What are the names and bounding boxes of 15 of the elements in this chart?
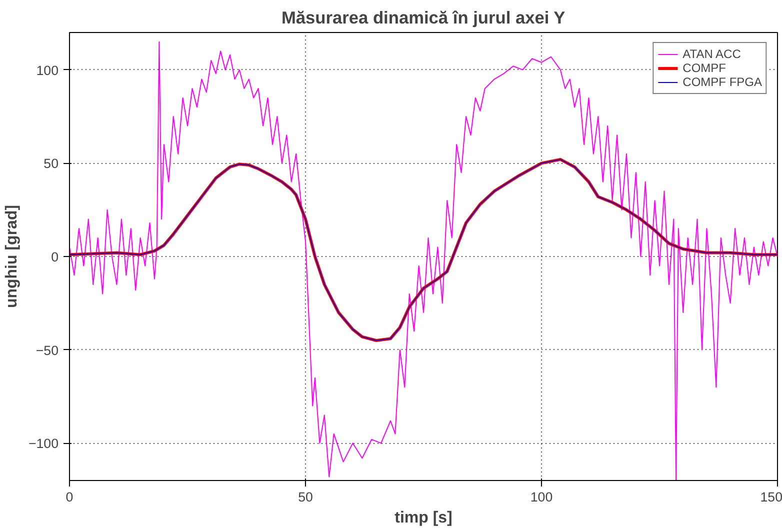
x-tick-label: 0 [66, 490, 74, 504]
y-axis-title: unghiu [grad] [3, 204, 20, 308]
legend-label: ATAN ACC [682, 47, 741, 61]
y-tick-label: −50 [36, 342, 58, 358]
x-tick-label: 150 [760, 490, 782, 504]
y-tick-label: 100 [36, 62, 59, 78]
legend-label: COMPF FPGA [682, 75, 762, 89]
y-tick-label: 50 [44, 156, 59, 172]
y-tick-label: 0 [51, 250, 59, 264]
legend-label: COMPF [682, 61, 726, 75]
y-tick-label: −100 [28, 436, 59, 452]
x-tick-label: 50 [298, 490, 313, 504]
chart-title: Măsurarea dinamică în jurul axei Y [281, 8, 566, 28]
x-axis-title: timp [s] [394, 510, 452, 526]
x-tick-label: 100 [530, 490, 553, 504]
